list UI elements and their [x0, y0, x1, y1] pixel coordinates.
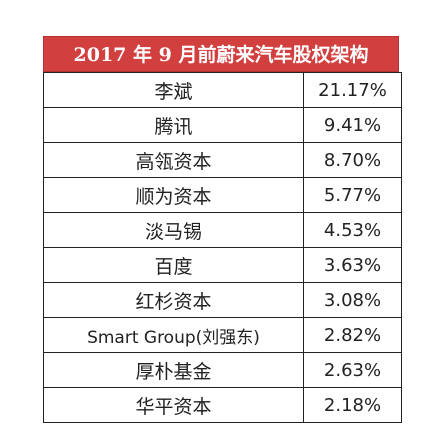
- table-row: 红杉资本 3.08%: [43, 282, 402, 318]
- holder-name: Smart Group(刘强东): [43, 317, 304, 353]
- holder-share: 2.18%: [303, 387, 402, 423]
- holder-share: 2.82%: [303, 317, 402, 353]
- holder-name: 百度: [43, 247, 304, 283]
- table-row: 厚朴基金 2.63%: [43, 352, 402, 388]
- table-row: 百度 3.63%: [43, 247, 402, 283]
- holder-name: 华平资本: [43, 387, 304, 423]
- holder-share: 9.41%: [303, 107, 402, 143]
- table-row: 腾讯 9.41%: [43, 107, 402, 143]
- holder-share: 2.63%: [303, 352, 402, 388]
- table-row: 李斌 21.17%: [43, 72, 402, 108]
- holder-share: 4.53%: [303, 212, 402, 248]
- holder-name: 李斌: [43, 72, 304, 108]
- table-row: 顺为资本 5.77%: [43, 177, 402, 213]
- holder-share: 8.70%: [303, 142, 402, 178]
- holder-name: 腾讯: [43, 107, 304, 143]
- holder-name: 顺为资本: [43, 177, 304, 213]
- table-row: 高瓴资本 8.70%: [43, 142, 402, 178]
- holder-share: 21.17%: [303, 72, 402, 108]
- holder-name: 厚朴基金: [43, 352, 304, 388]
- holder-name: 红杉资本: [43, 282, 304, 318]
- holder-share: 3.63%: [303, 247, 402, 283]
- shareholding-table: 李斌 21.17% 腾讯 9.41% 高瓴资本 8.70% 顺为资本 5.77%…: [43, 72, 402, 423]
- table-row: Smart Group(刘强东) 2.82%: [43, 317, 402, 353]
- holder-share: 5.77%: [303, 177, 402, 213]
- table-title: 2017 年 9 月前蔚来汽车股权架构: [43, 36, 399, 72]
- holder-name: 淡马锡: [43, 212, 304, 248]
- holder-share: 3.08%: [303, 282, 402, 318]
- table-row: 淡马锡 4.53%: [43, 212, 402, 248]
- table-row: 华平资本 2.18%: [43, 387, 402, 423]
- shareholding-table-container: 2017 年 9 月前蔚来汽车股权架构 李斌 21.17% 腾讯 9.41% 高…: [43, 36, 402, 423]
- holder-name: 高瓴资本: [43, 142, 304, 178]
